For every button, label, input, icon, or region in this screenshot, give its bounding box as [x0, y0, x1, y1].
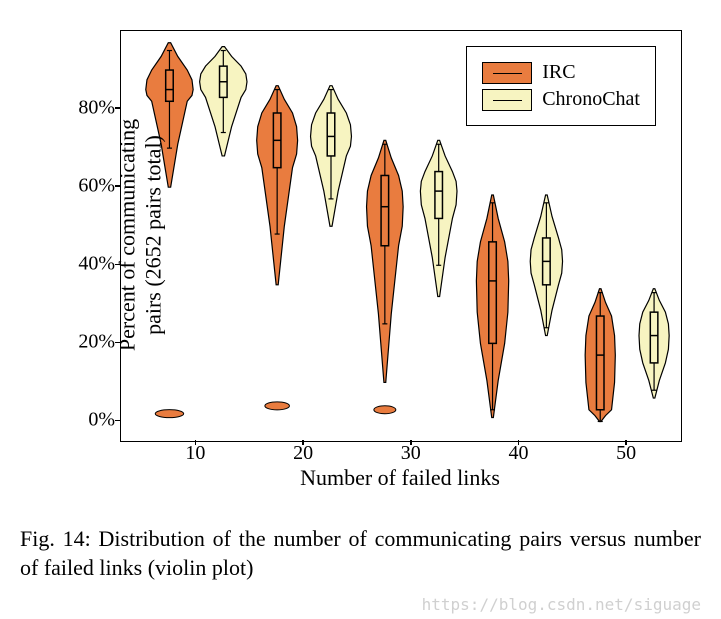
x-tick-label: 40 [508, 442, 528, 465]
x-tick-label: 50 [616, 442, 636, 465]
y-tick-label: 80% [78, 97, 115, 120]
watermark: https://blog.csdn.net/siguage [422, 595, 701, 614]
y-axis-label: Percent of communicating pairs (2652 pai… [115, 119, 168, 351]
x-tick-label: 10 [185, 442, 205, 465]
x-axis-label: Number of failed links [120, 465, 680, 491]
legend-label-irc: IRC [542, 61, 575, 84]
plot-area: IRC ChronoChat [120, 30, 682, 442]
legend-swatch-chronochat [482, 89, 532, 111]
legend-item-irc: IRC [482, 61, 640, 84]
y-tick-label: 60% [78, 175, 115, 198]
y-tick-label: 0% [88, 409, 115, 432]
x-tick-label: 30 [401, 442, 421, 465]
legend-swatch-irc [482, 62, 532, 84]
legend: IRC ChronoChat [466, 46, 656, 126]
y-tick-label: 20% [78, 331, 115, 354]
legend-label-chronochat: ChronoChat [542, 88, 640, 111]
chart-container: IRC ChronoChat Percent of communicating … [10, 10, 710, 510]
figure-caption: Fig. 14: Distribution of the number of c… [10, 525, 711, 582]
legend-item-chronochat: ChronoChat [482, 88, 640, 111]
y-tick-label: 40% [78, 253, 115, 276]
x-tick-label: 20 [293, 442, 313, 465]
